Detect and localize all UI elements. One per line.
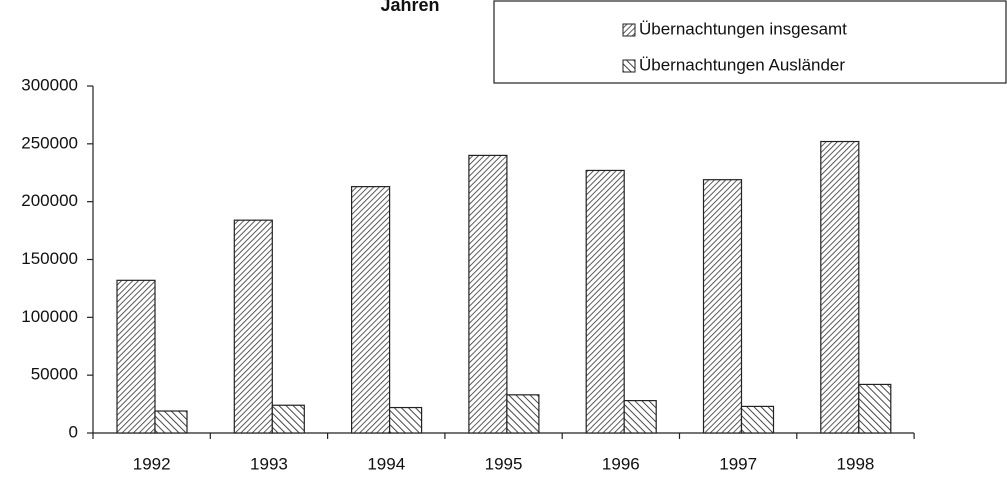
y-tick-label: 150000: [21, 249, 78, 268]
bar: [389, 406, 423, 434]
bar: [271, 404, 305, 434]
bar: [154, 410, 188, 434]
legend-label: Übernachtungen Ausländer: [639, 55, 845, 74]
bar: [623, 400, 657, 434]
y-tick-label: 100000: [21, 307, 78, 326]
bar: [858, 383, 892, 434]
y-tick-label: 0: [69, 422, 78, 441]
x-tick-label: 1993: [250, 454, 288, 473]
bar: [351, 186, 391, 434]
x-tick-label: 1997: [719, 454, 757, 473]
y-tick-label: 200000: [21, 191, 78, 210]
x-tick-label: 1992: [133, 454, 171, 473]
legend-swatch: [622, 23, 636, 37]
bar: [116, 279, 156, 434]
x-tick-label: 1994: [367, 454, 405, 473]
x-tick-label: 1995: [485, 454, 523, 473]
legend-box: [493, 0, 1007, 84]
bar: [740, 405, 775, 434]
x-tick-label: 1996: [602, 454, 640, 473]
y-tick-label: 250000: [21, 133, 78, 152]
bar: [233, 219, 273, 434]
bar: [585, 169, 625, 434]
bar: [468, 154, 508, 434]
bar: [820, 140, 860, 434]
legend-swatch: [622, 59, 636, 73]
bar: [506, 394, 540, 434]
chart-title: Jahren: [380, 0, 439, 15]
x-tick-label: 1998: [837, 454, 875, 473]
bar: [702, 179, 743, 434]
y-tick-label: 300000: [21, 75, 78, 94]
y-tick-label: 50000: [31, 365, 78, 384]
legend-label: Übernachtungen insgesamt: [639, 19, 847, 38]
